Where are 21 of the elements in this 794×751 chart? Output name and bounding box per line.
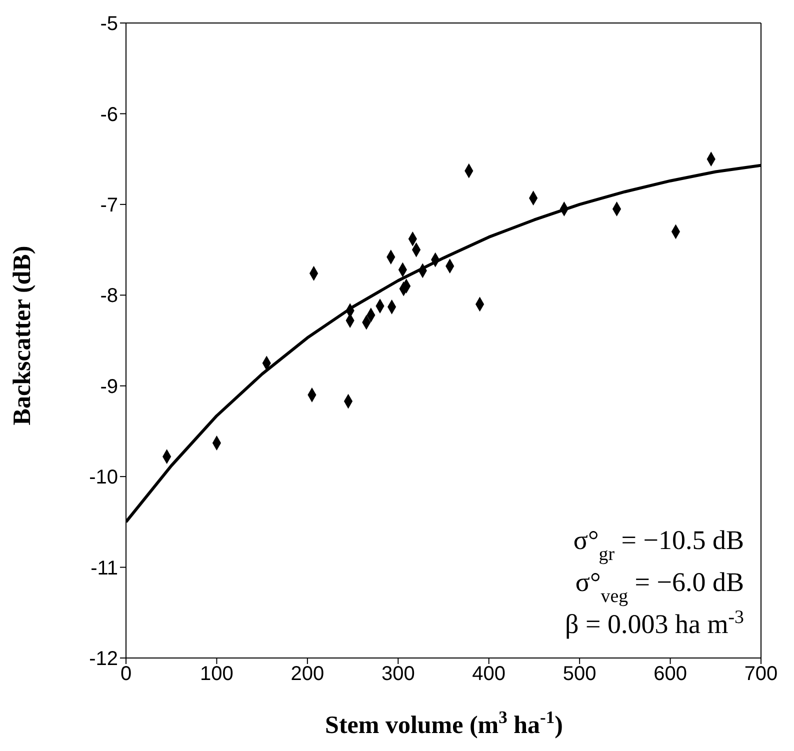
- y-tick-label: -9: [100, 376, 118, 398]
- annotation: σ°$_{gr}$ = −10.5 dB: [573, 525, 744, 564]
- y-axis-title: Backscatter (dB): [9, 246, 36, 426]
- y-tick-label: -7: [100, 194, 118, 217]
- x-tick-label: 400: [472, 663, 506, 686]
- y-tick-label: -10: [89, 466, 118, 489]
- x-tick-label: 0: [120, 663, 132, 686]
- x-tick-label: 600: [654, 663, 687, 686]
- annotation: σ°$_{veg}$ = −6.0 dB: [575, 567, 744, 606]
- y-tick-label: -8: [100, 285, 118, 308]
- y-tick-label: -5: [100, 13, 118, 36]
- x-tick-label: 700: [744, 663, 778, 686]
- x-tick-label: 300: [381, 663, 415, 686]
- x-tick-label: 500: [562, 663, 596, 686]
- x-tick-label: 200: [290, 663, 324, 686]
- annotation: β = 0.003 ha m$^{-3}$: [565, 606, 744, 639]
- y-tick-label: -11: [90, 557, 118, 580]
- x-tick-label: 100: [200, 663, 234, 686]
- y-tick-label: -12: [89, 648, 118, 670]
- x-axis-title: Stem volume (m$^{3}$ ha$^{-1}$): [325, 707, 563, 739]
- y-tick-label: -6: [100, 104, 118, 126]
